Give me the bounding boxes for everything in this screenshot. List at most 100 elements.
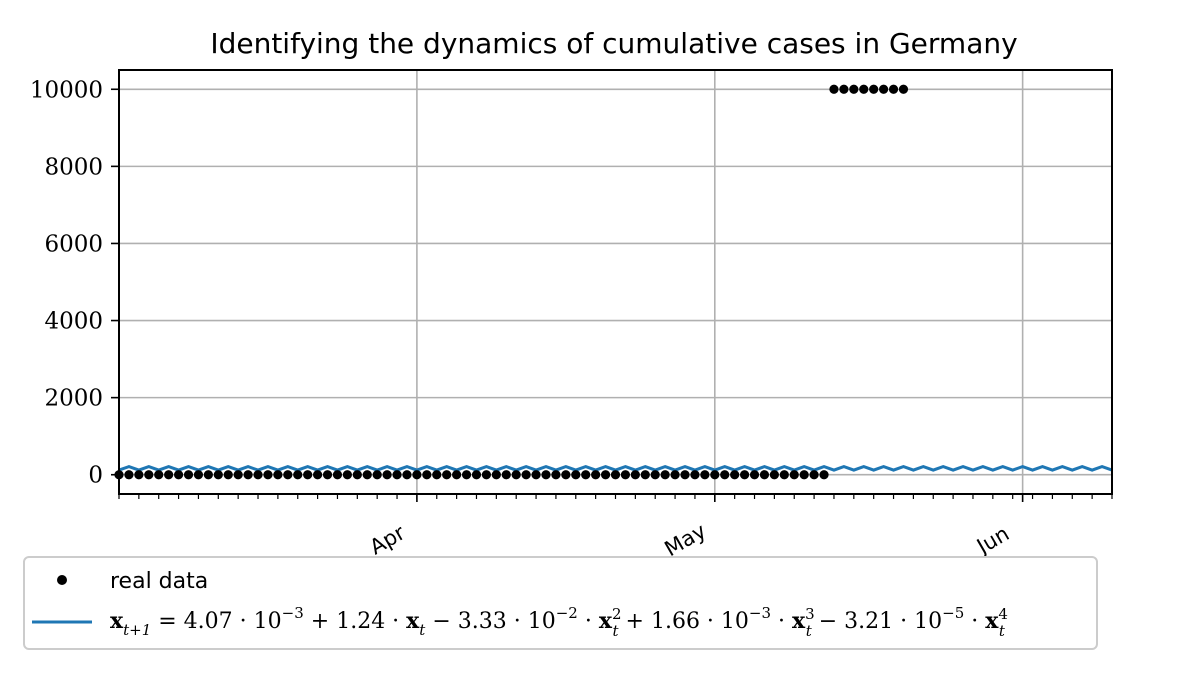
data-point — [193, 470, 204, 480]
data-point — [173, 470, 184, 480]
data-point — [452, 470, 462, 480]
data-point — [352, 470, 362, 480]
data-point — [223, 470, 233, 480]
data-point — [730, 470, 740, 480]
plot-content — [114, 84, 1113, 480]
data-point — [144, 470, 154, 480]
data-point — [819, 470, 829, 480]
data-point — [571, 470, 581, 480]
data-point — [233, 470, 243, 480]
data-point — [253, 470, 263, 480]
chart-title: Identifying the dynamics of cumulative c… — [210, 27, 1017, 60]
data-point — [690, 470, 700, 480]
data-point — [313, 470, 323, 480]
data-point — [640, 470, 650, 480]
model-line — [118, 465, 1113, 472]
data-point — [759, 470, 770, 480]
data-point — [213, 470, 223, 480]
data-point — [720, 470, 730, 480]
data-point — [859, 84, 869, 94]
data-point — [392, 470, 402, 480]
data-point — [779, 470, 789, 480]
data-point — [501, 470, 511, 480]
data-point — [630, 470, 640, 480]
data-point — [789, 470, 799, 480]
legend-marker-dot — [57, 575, 67, 585]
axes-frame — [118, 69, 1113, 495]
data-point — [888, 84, 899, 94]
data-point — [412, 470, 422, 480]
data-point — [839, 84, 849, 94]
data-point — [610, 470, 621, 480]
data-point — [749, 470, 760, 480]
grid — [119, 70, 1112, 494]
data-point — [591, 470, 601, 480]
data-point — [164, 470, 174, 480]
data-point — [243, 470, 253, 480]
y-tick-label: 8000 — [44, 154, 103, 180]
x-tick-label: Apr — [366, 520, 410, 559]
data-point — [511, 470, 521, 480]
data-point — [283, 470, 293, 480]
data-point — [322, 470, 333, 480]
data-point — [382, 470, 392, 480]
data-point — [680, 470, 690, 480]
data-point — [293, 470, 303, 480]
data-point — [362, 470, 372, 480]
data-point — [422, 470, 432, 480]
data-point — [332, 470, 343, 480]
data-point — [521, 470, 531, 480]
y-tick-label: 0 — [88, 463, 103, 489]
data-point — [620, 470, 631, 480]
legend-label-real-data: real data — [110, 569, 208, 594]
data-point — [581, 470, 591, 480]
data-point — [710, 470, 720, 480]
data-point — [263, 470, 273, 480]
data-point — [541, 470, 551, 480]
y-tick-label: 6000 — [44, 231, 103, 257]
data-point — [531, 470, 541, 480]
data-point — [670, 470, 680, 480]
data-point — [303, 470, 313, 480]
data-point — [898, 84, 909, 94]
y-tick-label: 4000 — [44, 309, 103, 335]
legend-box — [23, 556, 1098, 650]
data-point — [342, 470, 352, 480]
data-point — [869, 84, 879, 94]
legend: real data xt+1​ = 4.07 · 10−3​ + 1.24 · x… — [23, 556, 1098, 650]
data-point — [829, 84, 839, 94]
data-point — [124, 470, 134, 480]
data-point — [799, 470, 809, 480]
data-point — [481, 470, 492, 480]
data-point — [372, 470, 382, 480]
data-point — [551, 470, 561, 480]
data-point — [650, 470, 660, 480]
data-point — [849, 84, 859, 94]
data-point — [809, 470, 819, 480]
data-point — [739, 470, 750, 480]
data-point — [183, 470, 194, 480]
data-point — [432, 470, 442, 480]
x-tick-label: May — [660, 519, 710, 561]
data-point — [879, 84, 889, 94]
data-point — [700, 470, 710, 480]
data-point — [471, 470, 482, 480]
data-point — [600, 470, 611, 480]
data-point — [442, 470, 452, 480]
y-tick-label: 2000 — [44, 386, 103, 412]
data-point — [402, 470, 412, 480]
data-point — [461, 470, 472, 480]
data-point — [134, 470, 144, 480]
data-point — [203, 470, 213, 480]
x-tick-label: Jun — [971, 521, 1013, 559]
data-point — [660, 470, 670, 480]
ticks: 0 2000 4000 6000 8000 10000 Apr May Jun — [30, 77, 1113, 561]
data-point — [769, 470, 779, 480]
legend-label-equation: xt+1​ = 4.07 · 10−3​ + 1.24 · xt​ − 3.33… — [110, 604, 1008, 640]
data-point — [561, 470, 571, 480]
data-point — [273, 470, 283, 480]
data-point — [491, 470, 501, 480]
data-point — [154, 470, 164, 480]
y-tick-label: 10000 — [30, 77, 103, 103]
